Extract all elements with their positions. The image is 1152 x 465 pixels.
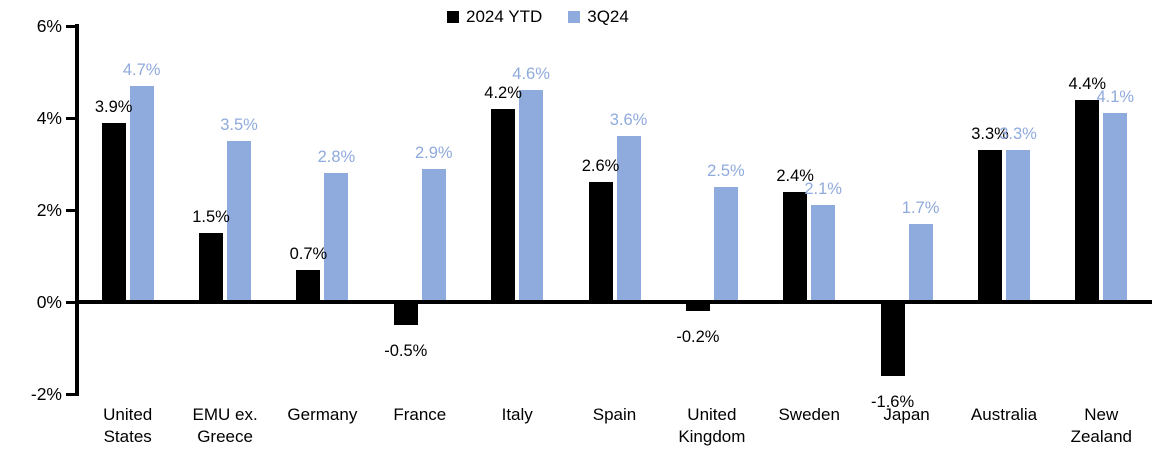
bar-2024-ytd-australia [978, 150, 1002, 302]
bar-label-3q24-italy: 4.6% [512, 65, 550, 83]
y-axis-tick [66, 301, 75, 304]
y-axis-tick [66, 393, 75, 396]
bar-label-2024-ytd-germany: 0.7% [289, 245, 328, 263]
bar-2024-ytd-united-kingdom [685, 302, 710, 311]
category-label-text: New Zealand [1070, 405, 1132, 446]
category-label-text: Australia [970, 405, 1038, 424]
category-label-emu-ex-greece: EMU ex. Greece [176, 404, 273, 447]
bar-3q24-australia [1006, 150, 1030, 302]
bar-2024-ytd-new-zealand [1075, 100, 1100, 302]
bar-2024-ytd-italy [491, 109, 516, 302]
bar-label-2024-ytd-sweden: 2.4% [776, 167, 814, 185]
category-label-japan: Japan [858, 404, 955, 426]
bar-3q24-new-zealand [1103, 113, 1128, 302]
y-axis-label: 4% [36, 108, 62, 128]
bar-2024-ytd-spain [588, 182, 613, 302]
bar-3q24-spain [616, 136, 641, 302]
category-label-sweden: Sweden [761, 404, 858, 426]
bar-label-2024-ytd-new-zealand: 4.4% [1068, 75, 1107, 93]
y-axis-label: 6% [36, 16, 62, 36]
y-axis-line [75, 24, 79, 396]
bar-3q24-united-kingdom [713, 187, 738, 302]
y-axis-label: 2% [36, 200, 62, 220]
bar-2024-ytd-emu-ex-greece [199, 233, 223, 302]
bar-label-3q24-japan: 1.7% [901, 199, 940, 217]
legend-swatch-icon [447, 11, 459, 23]
y-axis-tick [66, 209, 75, 212]
legend: 2024 YTD 3Q24 [447, 7, 629, 27]
y-axis-label: -2% [30, 384, 62, 404]
category-label-text: Japan [883, 405, 930, 424]
bar-label-3q24-new-zealand: 4.1% [1096, 88, 1135, 106]
category-label-germany: Germany [274, 404, 371, 426]
bar-label-3q24-spain: 3.6% [609, 111, 648, 129]
category-label-italy: Italy [469, 404, 566, 426]
legend-item-2024-ytd: 2024 YTD [447, 7, 542, 27]
category-label-text: Italy [501, 405, 533, 424]
category-label-text: EMU ex. Greece [192, 405, 258, 446]
bar-3q24-japan [908, 224, 933, 302]
category-label-united-states: United States [79, 404, 176, 447]
bar-label-2024-ytd-spain: 2.6% [581, 157, 620, 175]
bar-label-2024-ytd-france: -0.5% [384, 342, 428, 360]
y-axis-label: 0% [36, 292, 62, 312]
category-label-text: Germany [287, 405, 358, 424]
bar-label-2024-ytd-united-states: 3.9% [94, 98, 133, 116]
bar-3q24-italy [519, 90, 544, 302]
bar-label-2024-ytd-united-kingdom: -0.2% [676, 328, 720, 346]
bar-3q24-germany [324, 173, 349, 302]
bar-3q24-sweden [811, 205, 836, 302]
category-label-text: United States [103, 405, 153, 446]
y-axis-tick [66, 117, 75, 120]
bar-2024-ytd-germany [296, 270, 321, 302]
bar-label-2024-ytd-emu-ex-greece: 1.5% [192, 208, 230, 226]
bar-label-3q24-germany: 2.8% [317, 148, 356, 166]
bar-label-2024-ytd-italy: 4.2% [484, 84, 522, 102]
bar-label-3q24-sweden: 2.1% [804, 180, 842, 198]
category-label-united-kingdom: United Kingdom [663, 404, 760, 447]
y-axis-tick [66, 25, 75, 28]
category-label-text: Sweden [778, 405, 840, 424]
bar-label-3q24-united-states: 4.7% [122, 61, 161, 79]
legend-item-3q24: 3Q24 [568, 7, 629, 27]
bar-label-2024-ytd-japan: -1.6% [871, 393, 915, 411]
bar-label-3q24-united-kingdom: 2.5% [707, 162, 745, 180]
category-label-text: Spain [592, 405, 637, 424]
bar-3q24-france [421, 169, 446, 302]
bar-2024-ytd-united-states [101, 123, 126, 302]
bar-label-2024-ytd-australia: 3.3% [971, 125, 1009, 143]
bar-3q24-emu-ex-greece [227, 141, 251, 302]
category-label-spain: Spain [566, 404, 663, 426]
category-label-new-zealand: New Zealand [1053, 404, 1150, 447]
bar-2024-ytd-sweden [783, 192, 808, 302]
bar-2024-ytd-japan [880, 302, 905, 376]
bar-3q24-united-states [129, 86, 154, 302]
bar-2024-ytd-france [393, 302, 418, 325]
category-label-text: France [393, 405, 447, 424]
x-axis-line [75, 300, 1152, 304]
bar-label-3q24-australia: 3.3% [999, 125, 1037, 143]
legend-label: 2024 YTD [466, 7, 543, 26]
category-label-france: France [371, 404, 468, 426]
legend-swatch-icon [568, 11, 581, 23]
legend-label: 3Q24 [587, 7, 629, 26]
bar-label-3q24-emu-ex-greece: 3.5% [220, 116, 258, 134]
bar-label-3q24-france: 2.9% [414, 144, 453, 162]
category-label-text: United Kingdom [678, 405, 746, 446]
category-label-australia: Australia [955, 404, 1052, 426]
